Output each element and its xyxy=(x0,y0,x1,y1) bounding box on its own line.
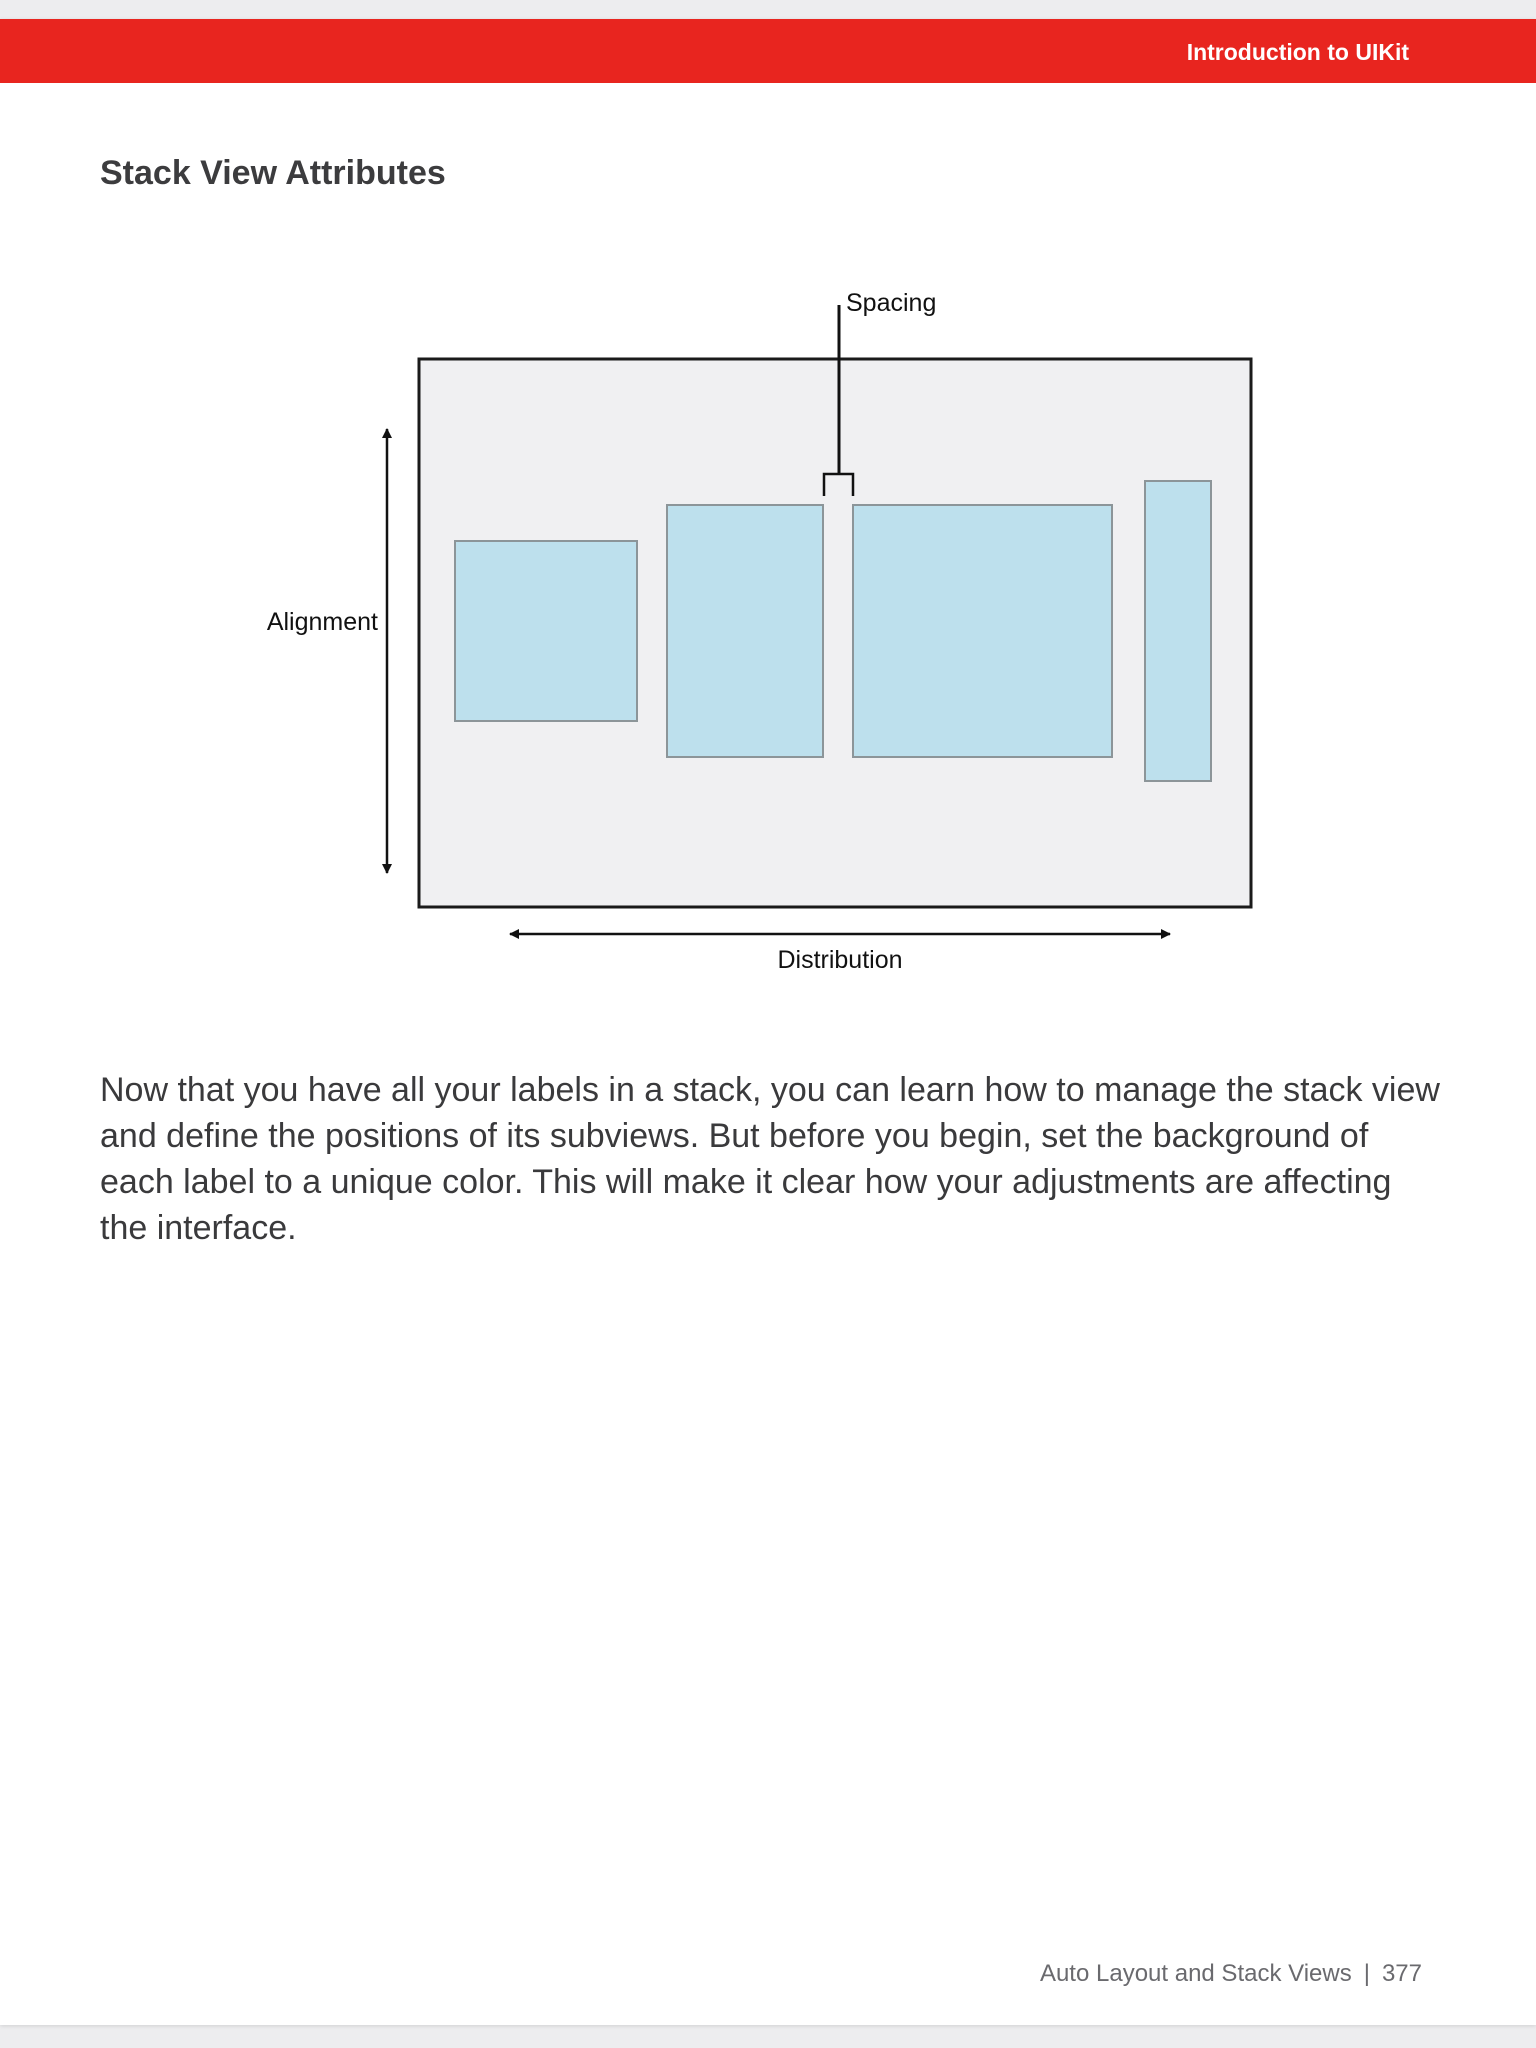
stack-view-attributes-diagram: Spacing Alignment Distribution xyxy=(267,289,1253,974)
book-page: Introduction to UIKit Stack View Attribu… xyxy=(0,19,1536,2025)
footer-page-number: 377 xyxy=(1381,1960,1422,1987)
header-bar: Introduction to UIKit xyxy=(0,19,1536,83)
distribution-label: Distribution xyxy=(777,946,902,974)
arranged-subview-1 xyxy=(454,540,638,722)
spacing-indicator xyxy=(822,305,855,496)
arranged-subview-2 xyxy=(666,504,824,758)
section-title: Stack View Attributes xyxy=(100,154,446,192)
arranged-subview-3 xyxy=(852,504,1113,758)
spacing-label: Spacing xyxy=(846,289,936,317)
alignment-label: Alignment xyxy=(267,608,378,636)
footer-chapter-title: Auto Layout and Stack Views xyxy=(1039,1960,1352,1987)
page-footer: Auto Layout and Stack Views | 377 xyxy=(1040,1959,1422,1989)
footer-separator: | xyxy=(1363,1960,1370,1987)
header-title: Introduction to UIKit xyxy=(1186,39,1409,65)
body-paragraph: Now that you have all your labels in a s… xyxy=(100,1071,1440,1247)
arranged-subview-4 xyxy=(1144,480,1212,782)
